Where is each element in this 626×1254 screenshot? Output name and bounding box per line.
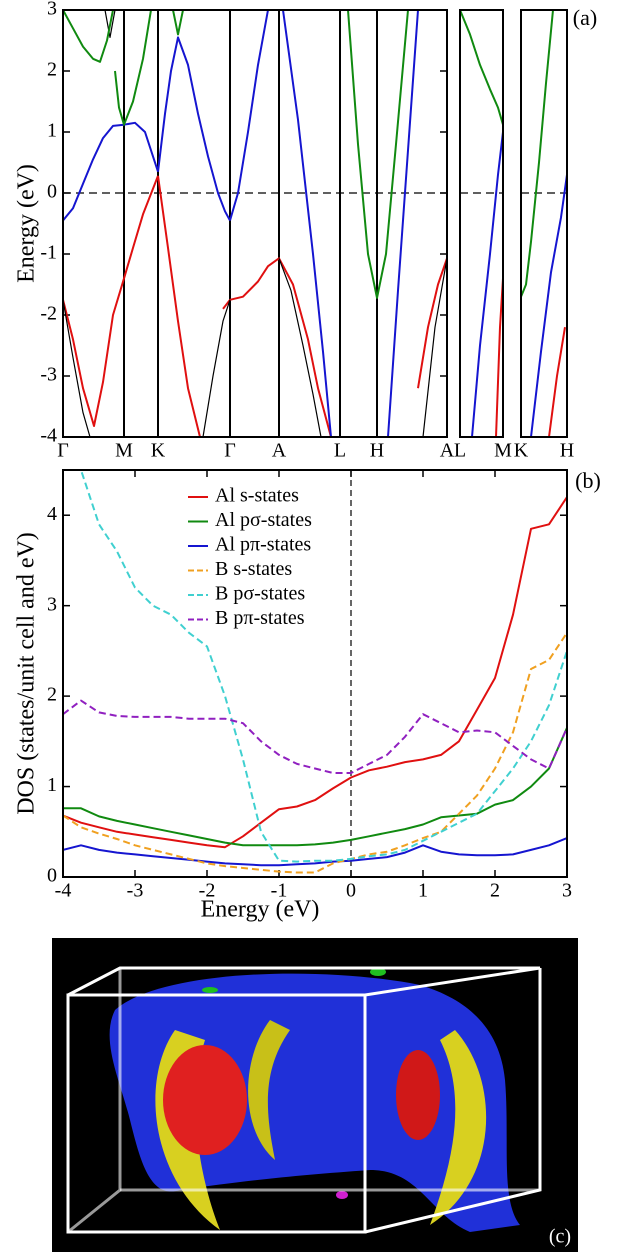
series-line [347, 10, 409, 299]
magenta-pocket [336, 1191, 348, 1199]
series-line [63, 837, 567, 867]
series-line [222, 257, 332, 437]
series-line [157, 175, 201, 437]
green-pocket [202, 987, 218, 993]
y-tick-label: -4 [40, 425, 57, 447]
x-tick-label: -4 [55, 880, 72, 902]
series-line [63, 699, 567, 774]
y-axis-label: DOS (states/unit cell and eV) [14, 532, 40, 815]
panel-label: (c) [549, 1226, 571, 1248]
y-tick-label: -1 [40, 242, 57, 264]
x-tick-label: H [560, 440, 574, 462]
red-pocket [396, 1050, 440, 1140]
x-tick-label: Γ [57, 440, 69, 462]
y-tick-label: 0 [47, 865, 57, 887]
x-tick-label: 2 [490, 880, 500, 902]
y-tick-label: 2 [47, 59, 57, 81]
panel-label: (a) [573, 5, 597, 30]
series-line [422, 258, 447, 437]
series-line [63, 10, 114, 63]
series-line [495, 278, 503, 437]
y-tick-label: 1 [47, 120, 57, 142]
x-tick-label: M [115, 440, 133, 462]
legend-label: Al pπ-states [215, 534, 311, 556]
legend-label: B pσ-states [215, 583, 305, 605]
panel-label: (b) [575, 468, 601, 493]
x-tick-label: 3 [562, 880, 572, 902]
series-line [104, 10, 116, 38]
plot-frame [62, 9, 448, 438]
x-tick-label: -3 [127, 880, 144, 902]
series-line [63, 299, 91, 437]
yellow-sheet [430, 1030, 487, 1225]
x-tick-label: 0 [346, 880, 356, 902]
y-tick-label: 1 [47, 774, 57, 796]
x-tick-label: Γ [224, 440, 236, 462]
x-tick-label: H [370, 440, 384, 462]
x-tick-label: L [454, 440, 466, 462]
y-tick-label: 2 [47, 684, 57, 706]
x-tick-label: -2 [199, 880, 216, 902]
x-tick-label: K [514, 440, 529, 462]
series-group [63, 10, 447, 437]
series-line [202, 299, 231, 437]
series-line [548, 327, 566, 437]
series-line [229, 10, 269, 221]
plot-frame [520, 9, 568, 438]
series-line [63, 121, 159, 222]
series-line [521, 10, 554, 298]
y-tick-label: 3 [47, 593, 57, 615]
y-tick-label: 4 [47, 503, 57, 525]
series-line [387, 10, 419, 437]
y-axis-label: Energy (eV) [14, 164, 40, 283]
x-tick-label: M [494, 440, 512, 462]
y-tick-label: 0 [47, 181, 57, 203]
plot-frame [62, 469, 568, 878]
y-tick-label: 3 [47, 0, 57, 20]
series-line [460, 10, 503, 125]
series-line [63, 632, 567, 874]
series-line [114, 10, 152, 126]
x-tick-label: A [272, 440, 287, 462]
x-tick-label: L [334, 440, 346, 462]
x-tick-label: K [151, 440, 166, 462]
x-tick-label: 1 [418, 880, 428, 902]
y-tick-label: -3 [40, 364, 57, 386]
series-line [278, 258, 322, 437]
x-tick-label: A [440, 440, 455, 462]
series-group [63, 470, 567, 874]
series-line [282, 10, 332, 437]
series-line [157, 36, 231, 221]
red-pocket [163, 1045, 247, 1155]
legend-label: Al pσ-states [215, 509, 312, 531]
yellow-sheet [248, 1020, 290, 1160]
fermi-surface-image: (c) [52, 938, 578, 1252]
series-line [63, 175, 159, 427]
series-line [79, 470, 567, 863]
x-axis-label: Energy (eV) [201, 897, 320, 923]
brillouin-box [66, 966, 542, 1234]
legend-label: B pπ-states [215, 607, 305, 629]
series-line [530, 174, 567, 437]
series-line [63, 727, 567, 847]
series-line [417, 257, 447, 389]
blue-sheet [109, 973, 521, 1232]
legend-label: Al s-states [215, 485, 299, 507]
series-line [172, 10, 184, 36]
legend-label: B s-states [215, 558, 292, 580]
series-group [460, 10, 503, 437]
series-line [471, 131, 503, 437]
green-pocket [370, 968, 386, 976]
series-line [63, 496, 567, 849]
y-tick-label: -2 [40, 303, 57, 325]
x-tick-label: -1 [271, 880, 288, 902]
series-group [521, 10, 567, 437]
plot-frame [459, 9, 504, 438]
